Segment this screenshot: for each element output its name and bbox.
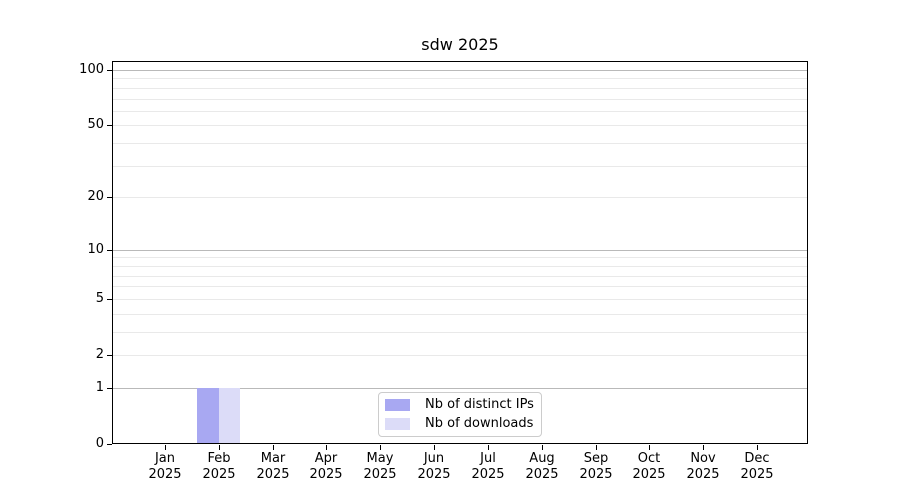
y-tick-label: 100 [79, 62, 104, 77]
y-tick [107, 299, 112, 300]
y-tick-label: 5 [95, 291, 104, 306]
minor-gridline [112, 275, 808, 277]
x-tick [273, 445, 274, 450]
x-tick-label: May 2025 [363, 451, 397, 482]
minor-gridline [112, 331, 808, 333]
minor-gridline [112, 98, 808, 100]
legend-label-downloads: Nb of downloads [425, 416, 534, 431]
y-tick-label: 2 [95, 347, 104, 362]
minor-gridline [112, 298, 808, 300]
plot-area [112, 61, 808, 444]
minor-gridline [112, 165, 808, 167]
y-tick-label: 50 [87, 117, 104, 132]
minor-gridline [112, 78, 808, 80]
minor-gridline [112, 143, 808, 145]
x-tick-label: Feb 2025 [202, 451, 236, 482]
legend-item-distinct-ips: Nb of distinct IPs [385, 397, 541, 413]
plot-frame [112, 61, 808, 444]
x-tick [542, 445, 543, 450]
x-tick-label: Jul 2025 [471, 451, 505, 482]
y-tick [107, 250, 112, 251]
bar-nb-of-distinct-ips-feb [197, 387, 219, 444]
legend-swatch-downloads [385, 418, 410, 430]
x-tick [326, 445, 327, 450]
x-tick [380, 445, 381, 450]
minor-gridline [112, 265, 808, 267]
x-tick [757, 445, 758, 450]
x-tick-label: Jan 2025 [148, 451, 182, 482]
minor-gridline [112, 355, 808, 356]
minor-gridline [112, 313, 808, 315]
minor-gridline [112, 257, 808, 259]
x-tick-label: Apr 2025 [309, 451, 343, 482]
chart-title: sdw 2025 [421, 35, 499, 54]
minor-gridline [112, 197, 808, 199]
x-tick-label: Sep 2025 [579, 451, 613, 482]
x-tick [434, 445, 435, 450]
y-tick [107, 444, 112, 445]
x-tick-label: Oct 2025 [632, 451, 666, 482]
major-gridline [112, 249, 808, 251]
minor-gridline [112, 110, 808, 112]
x-tick-label: Dec 2025 [740, 451, 774, 482]
y-tick-label: 20 [87, 189, 104, 204]
x-tick-label: Aug 2025 [525, 451, 559, 482]
legend: Nb of distinct IPs Nb of downloads [378, 392, 542, 437]
x-tick [488, 445, 489, 450]
y-tick [107, 197, 112, 198]
y-tick-label: 1 [95, 380, 104, 395]
y-tick-label: 0 [95, 436, 104, 451]
bar-nb-of-downloads-feb [218, 387, 241, 444]
major-gridline [112, 70, 808, 71]
y-tick [107, 125, 112, 126]
minor-gridline [112, 87, 808, 89]
x-tick [649, 445, 650, 450]
legend-item-downloads: Nb of downloads [385, 416, 541, 432]
legend-label-distinct-ips: Nb of distinct IPs [425, 397, 534, 412]
x-tick [219, 445, 220, 450]
major-gridline [112, 387, 808, 389]
x-tick-label: Mar 2025 [256, 451, 290, 482]
y-tick [107, 388, 112, 389]
y-tick [107, 70, 112, 71]
x-tick [165, 445, 166, 450]
minor-gridline [112, 286, 808, 288]
x-tick-label: Jun 2025 [417, 451, 451, 482]
y-tick-label: 10 [87, 242, 104, 257]
y-tick [107, 355, 112, 356]
minor-gridline [112, 125, 808, 127]
x-tick [596, 445, 597, 450]
x-tick-label: Nov 2025 [686, 451, 720, 482]
legend-swatch-distinct-ips [385, 399, 410, 411]
x-tick [703, 445, 704, 450]
